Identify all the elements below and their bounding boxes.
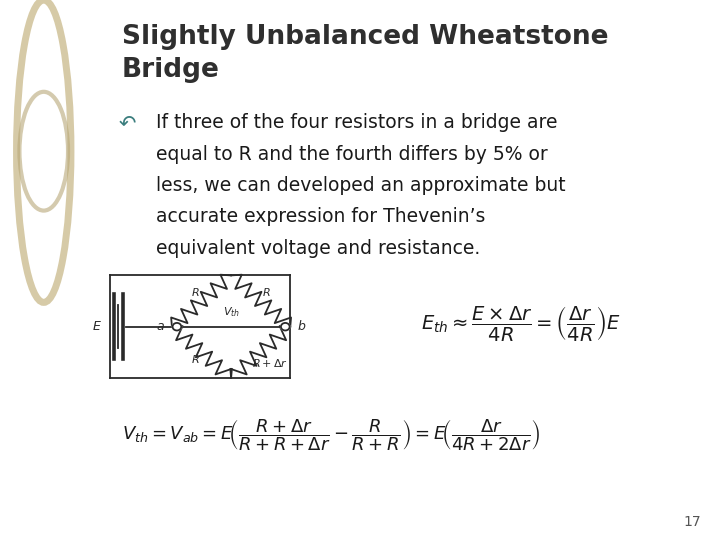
Text: $E_{th} \approx \dfrac{E \times \Delta r}{4R} = \left(\dfrac{\Delta r}{4R}\right: $E_{th} \approx \dfrac{E \times \Delta r…: [421, 305, 621, 343]
Text: equal to R and the fourth differs by 5% or: equal to R and the fourth differs by 5% …: [156, 145, 548, 164]
Text: Bridge: Bridge: [122, 57, 220, 83]
Text: equivalent voltage and resistance.: equivalent voltage and resistance.: [156, 239, 481, 258]
Text: a: a: [157, 320, 164, 333]
Text: less, we can developed an approximate but: less, we can developed an approximate bu…: [156, 176, 566, 195]
Bar: [0, 0, 58, 65]
Circle shape: [173, 323, 181, 330]
Text: b: b: [298, 320, 305, 333]
Text: 17: 17: [684, 515, 701, 529]
Text: R: R: [192, 288, 199, 299]
Text: accurate expression for Thevenin’s: accurate expression for Thevenin’s: [156, 207, 486, 226]
Text: E: E: [92, 320, 100, 333]
Text: $V_{th} = V_{ab} = E\!\left(\dfrac{R+\Delta r}{R+R+\Delta r} - \dfrac{R}{R+R}\ri: $V_{th} = V_{ab} = E\!\left(\dfrac{R+\De…: [122, 417, 541, 453]
Text: R: R: [192, 355, 199, 365]
Text: ↶: ↶: [119, 113, 137, 133]
Text: If three of the four resistors in a bridge are: If three of the four resistors in a brid…: [156, 113, 558, 132]
Text: Slightly Unbalanced Wheatstone: Slightly Unbalanced Wheatstone: [122, 24, 608, 50]
Text: $V_{th}$: $V_{th}$: [222, 305, 240, 319]
Circle shape: [281, 323, 289, 330]
Text: $R+\Delta r$: $R+\Delta r$: [251, 356, 288, 369]
Text: R: R: [263, 288, 271, 299]
